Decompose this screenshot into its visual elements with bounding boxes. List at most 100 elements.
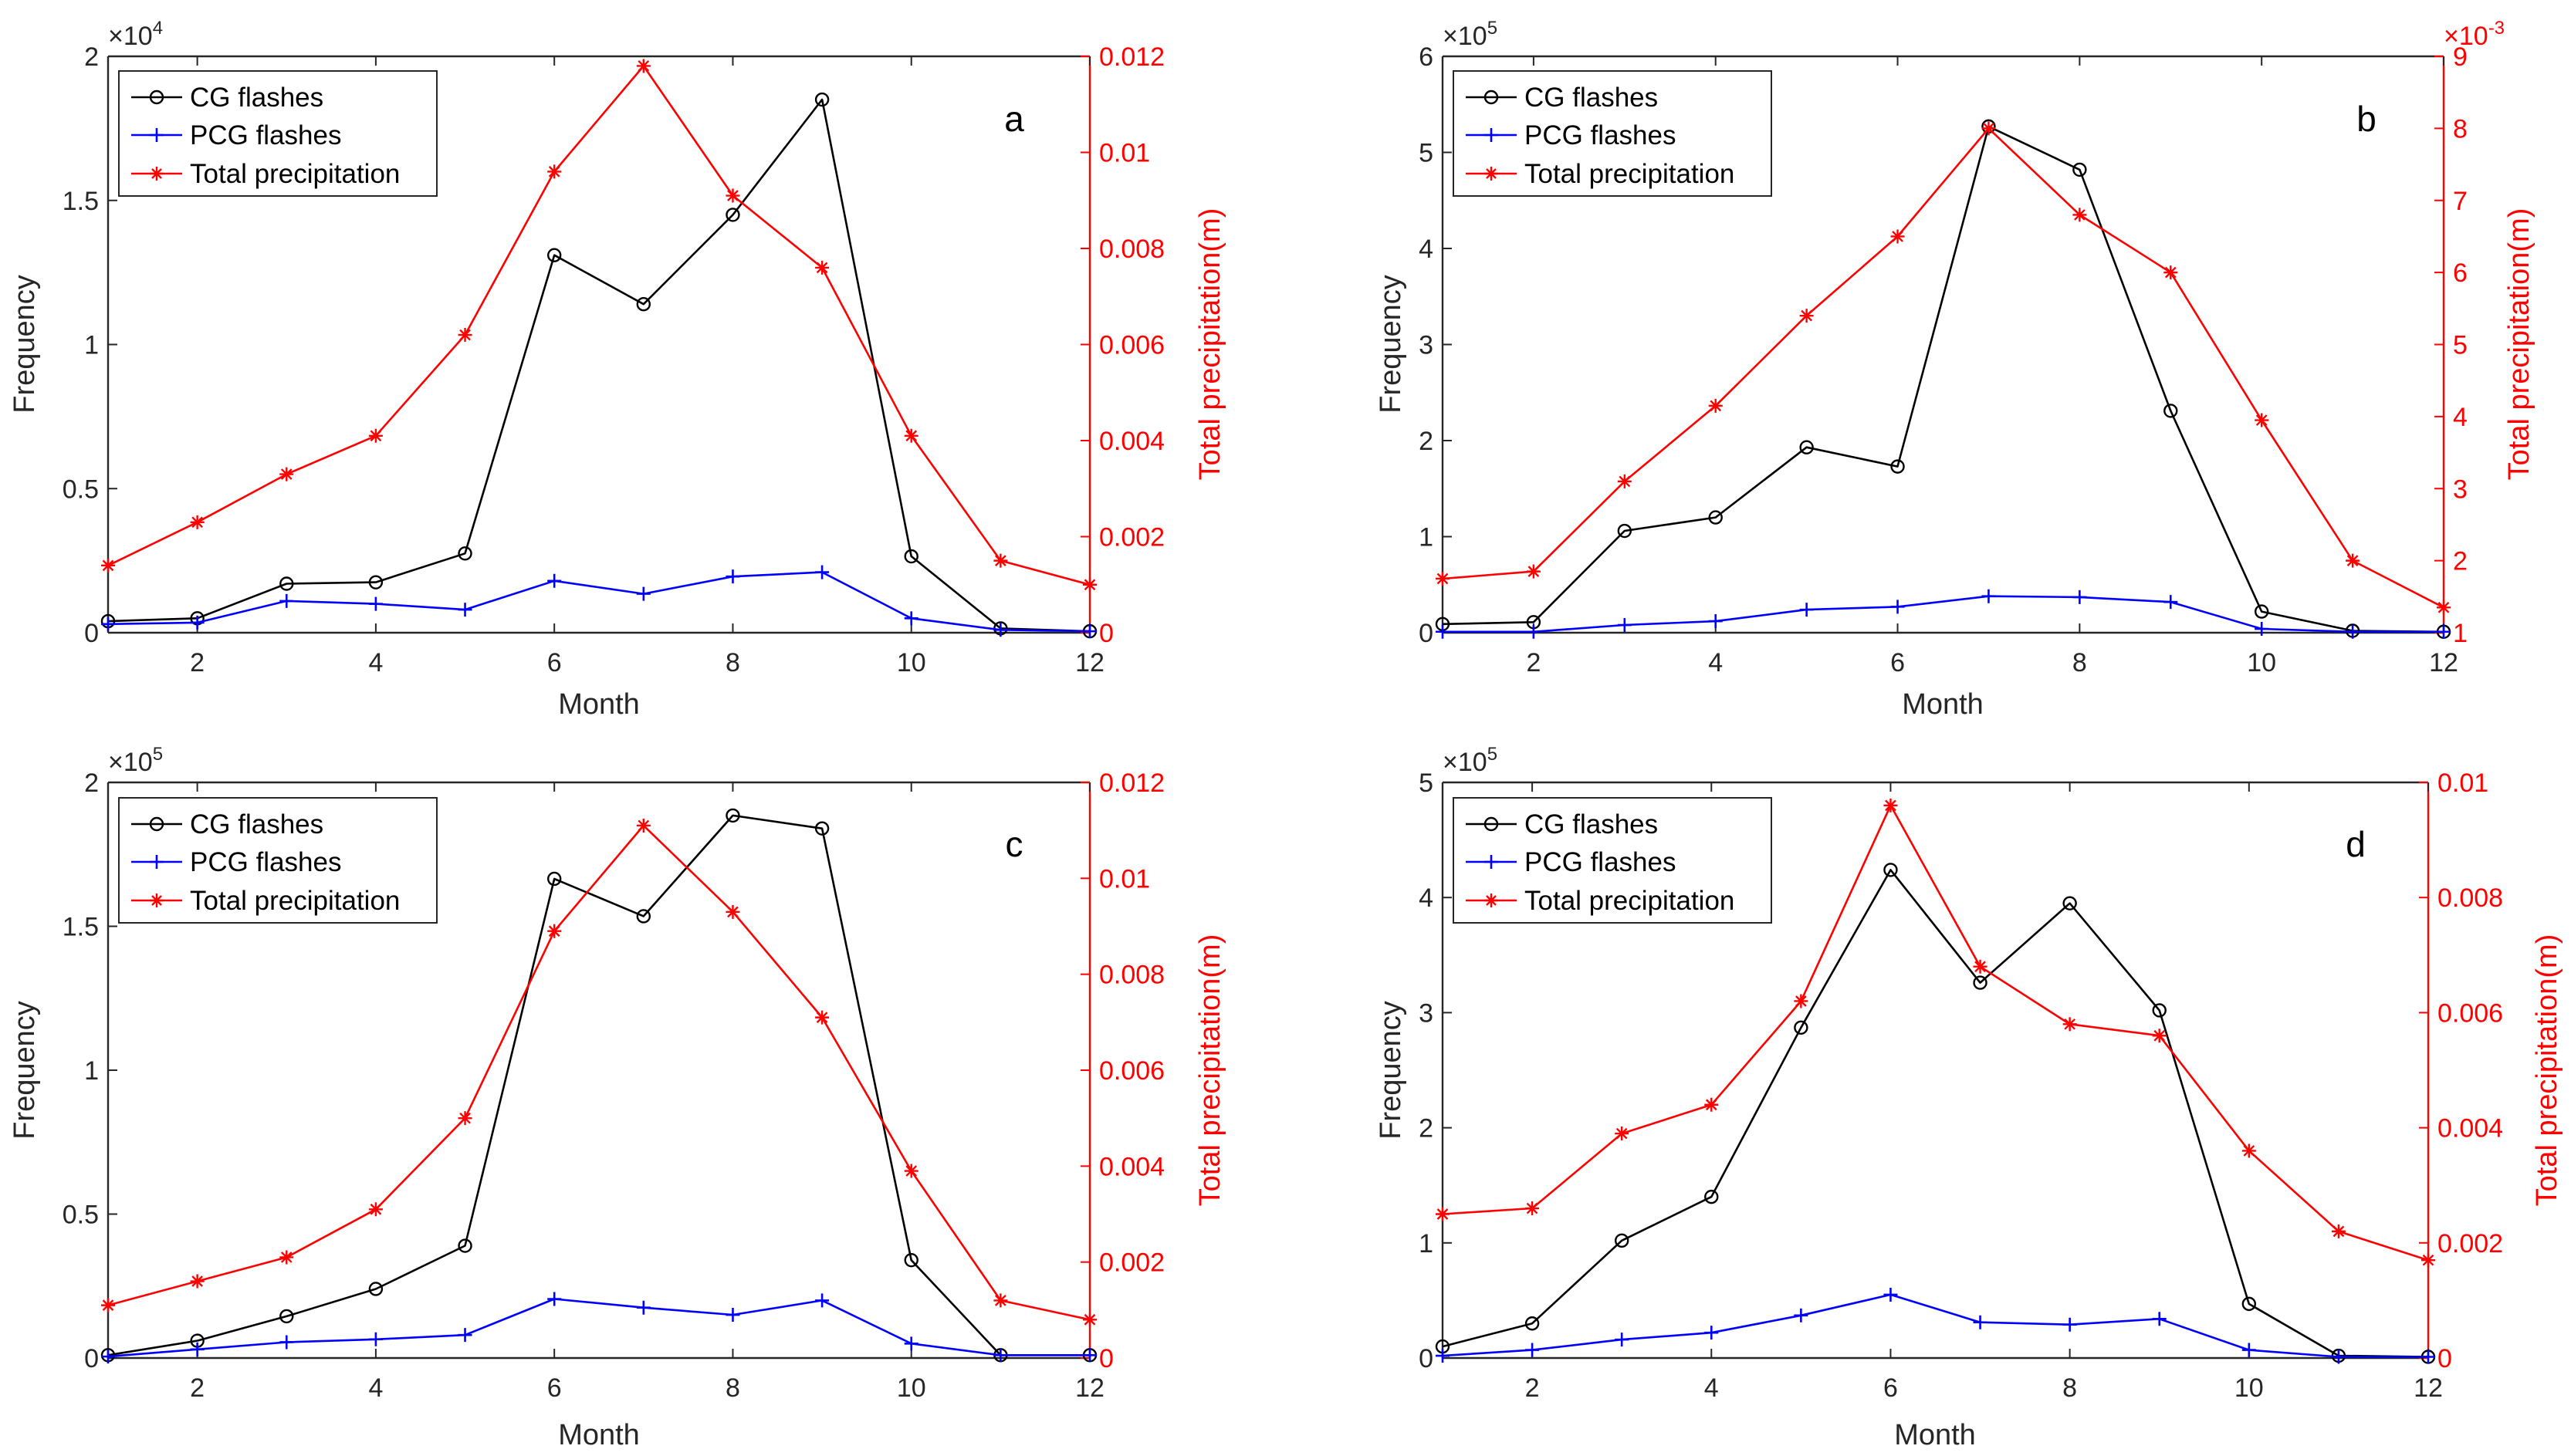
panel-d-x-tick-label: 6 [1883,1373,1898,1403]
panel-b-y-exponent: ×105 [1443,18,1497,51]
panel-d-cg-point [2241,1296,2257,1312]
panel-c-precip-point [636,818,651,833]
panel-a-x-tick-label: 2 [190,648,205,677]
panel-b-y2-tick-label: 8 [2453,114,2468,144]
panel-a-legend-cg-label: CG flashes [190,83,323,113]
panel-a-precip-point [190,515,205,529]
panel-d-y2-tick-label: 0.004 [2437,1114,2503,1144]
panel-d-pcg-point [1615,1333,1629,1347]
panel-d-y-tick-label: 0 [1419,1344,1433,1373]
panel-b-y-axis-label: Frequency [1375,275,1407,414]
panel-d-pcg-line [1442,1293,2428,1358]
panel-c-pcg-point [1083,1348,1097,1363]
panel-d-x-tick-label: 10 [2234,1373,2264,1403]
panel-a-y-tick-label: 1.5 [63,187,99,216]
panel-c-precip-point [190,1274,205,1289]
panel-a-y-tick-label: 0.5 [63,475,99,504]
panel-b-y-tick-label: 4 [1419,235,1433,264]
panel-b-cg-point [1799,440,1814,454]
panel-d-precip-point [2421,1253,2435,1268]
panel-a-x-tick-label: 12 [1075,648,1105,677]
panel-a-precip-point [904,428,918,443]
panel-c-legend-precip-marker [150,894,164,907]
panel-b-y-tick-label: 2 [1419,427,1433,456]
panel-a-x-tick-label: 4 [368,648,383,677]
panel-a-cg-point [458,546,472,561]
panel-c-y-tick-label: 2 [84,769,99,798]
panel-b-pcg-point [2437,624,2451,639]
panel-d-legend-pcg-marker [1484,855,1498,869]
panel-d-precip-point [1883,798,1898,812]
panel-d-pcg-point [2421,1350,2435,1364]
panel-c-y2-axis-label: Total precipitation(m) [1194,934,1226,1207]
panel-d-x-axis-label: Month [1894,1419,1976,1451]
panel-c-x-tick-label: 6 [547,1373,562,1403]
panel-d-pcg-point [2062,1317,2077,1332]
panel-c-precip-point [458,1111,472,1126]
panel-a-precip-point [636,59,651,73]
panel-b-precip-point [2072,208,2087,222]
panel-c-cg-point [458,1238,472,1253]
panel-d-precip-point [1704,1097,1719,1112]
panel-c-y2-tick-label: 0.006 [1099,1056,1165,1086]
panel-d: 2 4 6 8 10 1201234500.0020.0040.0060.0080.01 … [1375,744,2563,1451]
panel-d-pcg-point [2241,1343,2256,1357]
panel-d-pcg-point [2331,1350,2346,1364]
panel-d-precip-point [2062,1017,2077,1032]
panel-a-cg-point [726,208,740,222]
panel-a-y-axis-label: Frequency [8,275,41,414]
panel-b-precip-point [2437,600,2451,615]
panel-c-precip-point [815,1010,830,1025]
panel-b-y2-tick-label: 4 [2453,403,2468,432]
panel-a-precip-point [726,188,740,203]
panel-b-cg-point [1890,459,1905,474]
panel-b-cg-point [1617,523,1632,539]
panel-d-y-axis-label: Frequency [1375,1001,1407,1140]
panel-d-pcg-point [1525,1343,1540,1357]
panel-c-pcg-point [547,1292,562,1306]
panel-b-pcg-point [2255,622,2269,637]
panel-c-x-tick-label: 8 [726,1373,740,1403]
panel-c-legend-pcg-marker [150,855,164,869]
panel-d-pcg-point [1436,1349,1450,1363]
panel-d-precip-point [2152,1029,2167,1043]
panel-b-legend-cg-marker [1483,90,1499,105]
panel-b-legend-precip-label: Total precipitation [1524,159,1734,189]
panel-d-legend: CG flashes PCG flashes Total precipitati… [1453,797,1772,924]
panel-a-cg-line [107,98,1091,633]
panel-c-y-tick-label: 1 [84,1056,99,1086]
panel-b-precip-point [1617,474,1632,488]
panel-c-y2-tick-label: 0.002 [1099,1248,1165,1278]
panel-a-y-tick-label: 2 [84,42,99,72]
panel-d-precip-point [1973,959,1987,974]
panel-a-y2-tick-label: 0.012 [1099,42,1165,72]
panel-a-y-tick-label: 1 [84,331,99,360]
panel-a-cg-point [636,297,651,312]
panel-c-y2-tick-label: 0 [1099,1344,1114,1373]
panel-b-legend-precip-marker [1484,167,1498,181]
panel-a-series [100,59,1098,639]
panel-a-axes: 2 4 6 8 10 1200.511.5200.0020.0040.0060.0080.… [63,42,1165,677]
panel-c-pcg-point [279,1335,294,1350]
panel-d-y-tick-label: 3 [1419,998,1433,1028]
panel-a-x-tick-label: 10 [897,648,926,677]
panel-d-pcg-point [2152,1312,2167,1326]
panel-a-letter: a [1004,99,1024,139]
panel-c-cg-point [904,1252,918,1268]
panel-b-letter: b [2356,99,2376,139]
panel-c-precip-point [1083,1312,1097,1327]
panel-b-cg-point [2163,404,2178,418]
panel-b-legend-box [1453,70,1772,197]
panel-d-y2-tick-label: 0.01 [2437,769,2488,798]
panel-a-y2-tick-label: 0.01 [1099,139,1150,168]
panel-a-precip-point [279,467,294,481]
panel-a-pcg-line [107,571,1091,633]
panel-c-precip-point [726,904,740,919]
panel-b-pcg-point [1708,614,1723,629]
panel-c-pcg-point [190,1342,205,1356]
panel-d-precip-point [2331,1224,2346,1238]
panel-d-y2-tick-label: 0.002 [2437,1229,2503,1258]
panel-d-cg-point [1883,863,1898,877]
